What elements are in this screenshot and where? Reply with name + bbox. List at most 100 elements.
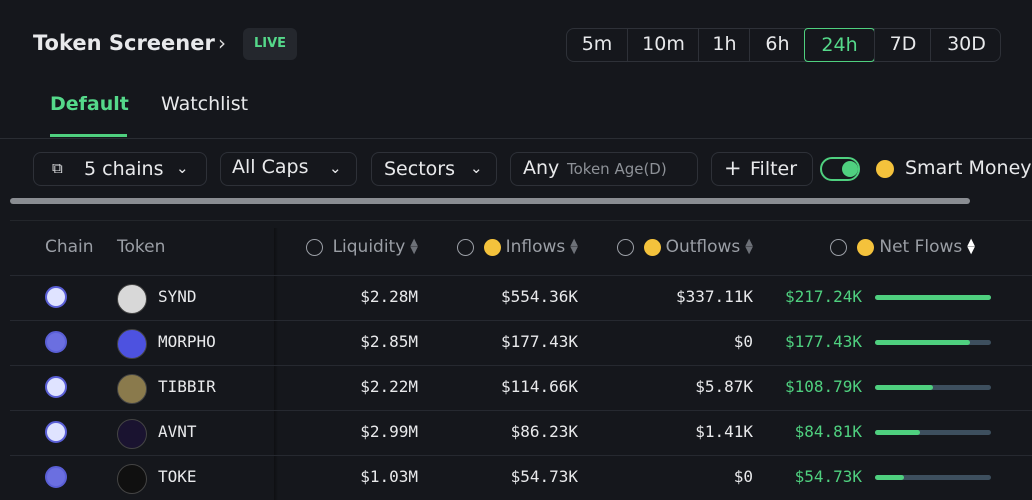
chain-icon bbox=[45, 466, 67, 488]
sectors-label: Sectors bbox=[384, 158, 455, 180]
chains-label: 5 chains bbox=[84, 158, 164, 180]
column-header[interactable]: Token bbox=[117, 237, 166, 257]
caret: ⌄ bbox=[176, 159, 189, 177]
toggle[interactable] bbox=[820, 157, 860, 181]
scrollbar[interactable] bbox=[10, 198, 970, 204]
cell-net-flow: $84.81K bbox=[794, 422, 862, 441]
live-badge: LIVE bbox=[243, 28, 297, 60]
title[interactable]: Token Screener bbox=[33, 31, 215, 55]
bar-track bbox=[875, 430, 991, 435]
info-icon bbox=[305, 238, 323, 256]
column-title: Liquidity bbox=[332, 237, 406, 257]
token-icon bbox=[117, 284, 147, 314]
tab[interactable]: Watchlist bbox=[161, 93, 249, 115]
row-divider bbox=[10, 410, 1032, 411]
chain-icon bbox=[45, 421, 67, 443]
sort-icon: ▲ ▼ bbox=[745, 237, 753, 256]
chains-icon: ⧉ bbox=[52, 159, 63, 177]
cell-outflows: $5.87K bbox=[695, 377, 753, 396]
smart-money-label[interactable]: Smart Money bbox=[905, 157, 1032, 179]
column-header[interactable]: Outflows ▲ ▼ bbox=[616, 237, 753, 257]
divider bbox=[0, 138, 1032, 139]
timeframe-button[interactable]: 1h bbox=[698, 28, 750, 62]
column-header[interactable]: Chain bbox=[45, 237, 94, 257]
tab[interactable]: Default bbox=[50, 93, 129, 115]
timeframe-button[interactable]: 10m bbox=[627, 28, 699, 62]
sort-icon: ▲ ▼ bbox=[570, 237, 578, 256]
column-header[interactable]: Liquidity ▲ ▼ bbox=[305, 237, 418, 257]
net-flow-bar bbox=[875, 295, 991, 300]
sort-icon: ▲ ▼ bbox=[967, 237, 975, 256]
caret: ⌄ bbox=[470, 159, 483, 177]
token-name[interactable]: TIBBIR bbox=[158, 377, 216, 396]
cell-inflows: $554.36K bbox=[500, 287, 578, 306]
row-divider bbox=[10, 365, 1032, 366]
chains-filter[interactable]: ⧉ 5 chains ⌄ bbox=[33, 152, 207, 186]
timeframe-button[interactable]: 7D bbox=[874, 28, 931, 62]
cell-outflows: $1.41K bbox=[695, 422, 753, 441]
token-name[interactable]: TOKE bbox=[158, 467, 197, 486]
column-header[interactable]: Inflows ▲ ▼ bbox=[456, 237, 578, 257]
filter-button[interactable]: + Filter bbox=[711, 152, 813, 186]
chevron: › bbox=[218, 31, 226, 55]
token-icon bbox=[117, 464, 147, 494]
cell-inflows: $86.23K bbox=[510, 422, 578, 441]
net-flow-bar bbox=[875, 340, 970, 345]
chain-icon bbox=[45, 376, 67, 398]
column-title: Outflows bbox=[665, 237, 741, 257]
row-divider bbox=[10, 275, 1032, 276]
age-value: Any bbox=[523, 157, 560, 179]
sectors-filter[interactable]: Sectors ⌄ bbox=[371, 152, 497, 186]
timeframe-button[interactable]: 6h bbox=[749, 28, 805, 62]
age-label: Token Age(D) bbox=[567, 160, 667, 178]
sticky-shadow bbox=[274, 228, 278, 500]
age-filter[interactable]: Any Token Age(D) bbox=[510, 152, 698, 186]
bar-track bbox=[875, 475, 991, 480]
row-divider bbox=[10, 320, 1032, 321]
token-name[interactable]: SYND bbox=[158, 287, 197, 306]
cell-net-flow: $177.43K bbox=[784, 332, 862, 351]
info-icon bbox=[830, 238, 848, 256]
cell-net-flow: $217.24K bbox=[784, 287, 862, 306]
cell-outflows: $0 bbox=[733, 467, 753, 486]
smart-money-icon bbox=[483, 238, 501, 256]
cell-liquidity: $2.85M bbox=[360, 332, 418, 351]
caps-filter[interactable]: All Caps ⌄ bbox=[220, 152, 357, 186]
caps-label: All Caps bbox=[232, 156, 309, 178]
net-flow-bar bbox=[875, 385, 934, 390]
cell-outflows: $0 bbox=[733, 332, 753, 351]
cell-inflows: $177.43K bbox=[500, 332, 578, 351]
timeframe-button[interactable]: 24h bbox=[804, 28, 875, 62]
cell-net-flow: $54.73K bbox=[794, 467, 862, 486]
row-divider bbox=[10, 455, 1032, 456]
column-header[interactable]: Net Flows ▲ ▼ bbox=[830, 237, 975, 257]
cell-liquidity: $1.03M bbox=[360, 467, 418, 486]
sort-icon: ▲ ▼ bbox=[410, 237, 418, 256]
token-name[interactable]: AVNT bbox=[158, 422, 197, 441]
caret: ⌄ bbox=[329, 159, 342, 177]
token-name[interactable]: MORPHO bbox=[158, 332, 216, 351]
cell-liquidity: $2.22M bbox=[360, 377, 418, 396]
cell-outflows: $337.11K bbox=[675, 287, 753, 306]
filter-label: Filter bbox=[750, 158, 798, 180]
chain-icon bbox=[45, 331, 67, 353]
cell-liquidity: $2.28M bbox=[360, 287, 418, 306]
plus: + bbox=[724, 156, 742, 180]
timeframe-group: 5m 10m 1h 6h 24h 7D 30D bbox=[566, 28, 1001, 62]
cell-inflows: $114.66K bbox=[500, 377, 578, 396]
net-flow-bar bbox=[875, 430, 921, 435]
timeframe-button[interactable]: 30D bbox=[930, 28, 1002, 62]
timeframe-button[interactable]: 5m bbox=[581, 33, 613, 55]
tab-underline bbox=[50, 134, 127, 137]
cell-inflows: $54.73K bbox=[510, 467, 578, 486]
chain-icon bbox=[45, 286, 67, 308]
divider bbox=[10, 220, 1032, 221]
info-icon bbox=[456, 238, 474, 256]
token-icon bbox=[117, 419, 147, 449]
cell-liquidity: $2.99M bbox=[360, 422, 418, 441]
smart-money-icon bbox=[643, 238, 661, 256]
info-icon bbox=[616, 238, 634, 256]
column-title: Net Flows bbox=[879, 237, 963, 257]
toggle-knob bbox=[842, 161, 858, 177]
